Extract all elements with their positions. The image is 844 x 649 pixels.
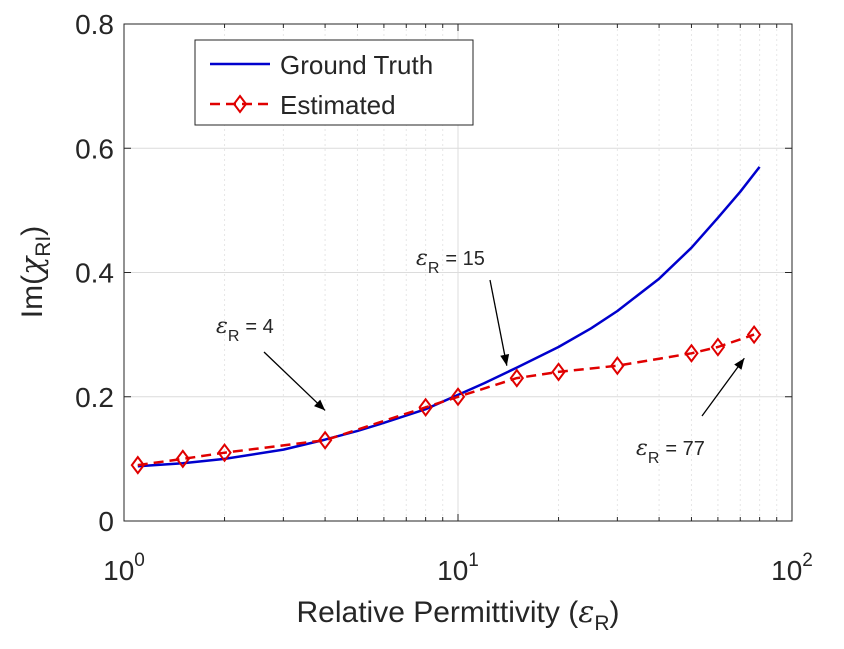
- legend-label-estimated: Estimated: [280, 90, 396, 120]
- annotation-label: εR = 15: [416, 246, 485, 277]
- legend: Ground Truth Estimated: [194, 39, 474, 126]
- data-point-marker: [551, 362, 566, 382]
- data-point-marker: [746, 324, 762, 345]
- data-point-marker: [509, 368, 525, 388]
- series-markers: [130, 324, 762, 475]
- annotation-arrow-line: [701, 357, 745, 417]
- data-point-marker: [610, 356, 625, 376]
- y-tick-label: 0: [98, 506, 114, 537]
- series-lines: [137, 166, 761, 468]
- data-point-marker: [450, 387, 466, 407]
- annotation-arrow-line: [489, 279, 508, 366]
- legend-marker-estimated: [232, 94, 248, 114]
- annotation-arrow-line: [263, 351, 326, 411]
- data-point-marker: [317, 430, 333, 450]
- x-tick-label: 100: [103, 550, 145, 586]
- axes: 0 0.2 0.4 0.6 0.8 100 101 102: [75, 9, 813, 586]
- legend-label-ground-truth: Ground Truth: [280, 50, 433, 80]
- annotation-arrow-head: [734, 358, 745, 370]
- data-point-marker: [710, 337, 726, 357]
- series-line-ground-truth: [137, 166, 761, 468]
- y-tick-label: 0.2: [75, 382, 114, 413]
- data-point-marker: [130, 455, 146, 475]
- series-line-estimated: [137, 333, 755, 467]
- x-tick-label: 101: [437, 550, 479, 586]
- y-axis-label: Im(χRI): [15, 226, 55, 319]
- data-point-marker: [418, 397, 433, 417]
- data-point-marker: [217, 442, 232, 463]
- annotation-label: εR = 77: [636, 436, 705, 467]
- data-point-marker: [175, 449, 191, 469]
- y-tick-label: 0.8: [75, 9, 114, 40]
- annotation-arrow-head: [500, 354, 510, 366]
- annotation-label: εR = 4: [216, 314, 274, 345]
- annotations: εR = 4 εR = 15 εR = 77: [216, 246, 745, 467]
- annotation-arrow-head: [314, 399, 326, 411]
- x-axis-label: Relative Permittivity (εR): [297, 595, 620, 635]
- x-tick-label: 102: [771, 550, 813, 586]
- data-point-marker: [684, 343, 699, 363]
- y-tick-label: 0.4: [75, 258, 114, 289]
- y-tick-label: 0.6: [75, 133, 114, 164]
